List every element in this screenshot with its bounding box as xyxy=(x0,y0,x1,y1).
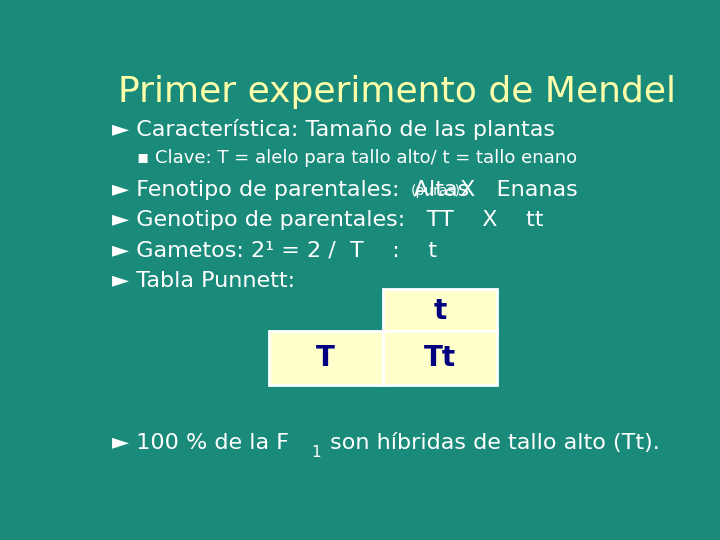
Bar xyxy=(269,331,383,385)
Text: ► 100 % de la F: ► 100 % de la F xyxy=(112,433,289,453)
Text: ▪ Clave: T = alelo para tallo alto/ t = tallo enano: ▪ Clave: T = alelo para tallo alto/ t = … xyxy=(138,150,577,167)
Text: ► Característica: Tamaño de las plantas: ► Característica: Tamaño de las plantas xyxy=(112,119,555,140)
Text: (puras): (puras) xyxy=(410,184,460,198)
Text: ► Tabla Punnett:: ► Tabla Punnett: xyxy=(112,271,295,291)
Bar xyxy=(383,289,498,333)
Text: ► Fenotipo de parentales:  Altas: ► Fenotipo de parentales: Altas xyxy=(112,179,477,200)
Text: ► Gametos: 2¹ = 2 /  T    :    t: ► Gametos: 2¹ = 2 / T : t xyxy=(112,240,437,260)
Text: Tt: Tt xyxy=(424,344,456,372)
Bar xyxy=(383,331,498,385)
Text: X   Enanas: X Enanas xyxy=(460,179,577,200)
Text: 1: 1 xyxy=(312,445,321,460)
Text: t: t xyxy=(433,297,447,325)
Text: Primer experimento de Mendel: Primer experimento de Mendel xyxy=(118,75,676,109)
Text: son híbridas de tallo alto (Tt).: son híbridas de tallo alto (Tt). xyxy=(323,433,660,453)
Text: T: T xyxy=(316,344,336,372)
Text: ► Genotipo de parentales:   TT    X    tt: ► Genotipo de parentales: TT X tt xyxy=(112,210,544,230)
